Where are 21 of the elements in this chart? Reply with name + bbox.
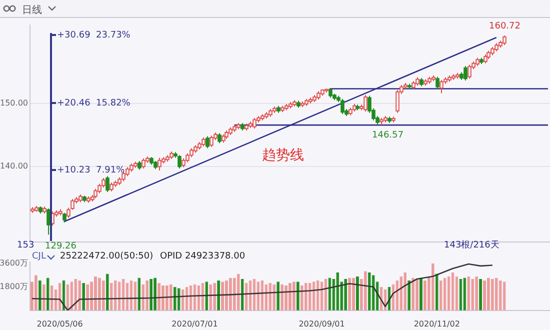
annotation: 146.57 xyxy=(372,130,404,140)
annotation: +10.23 7.91% xyxy=(57,165,126,176)
annotation: 153 xyxy=(17,240,34,250)
x-tick-label: 2020/07/01 xyxy=(172,319,218,328)
annotation: 129.26 xyxy=(45,241,77,252)
x-tick-label: 2020/09/01 xyxy=(298,319,345,328)
annotation: +30.69 23.73% xyxy=(57,30,131,40)
text: OPID 24923378.00 xyxy=(160,251,246,262)
y-tick-label: 140.00 xyxy=(0,162,28,171)
y-tick-label: 150.00 xyxy=(0,98,28,108)
annotation: 143根/216天 xyxy=(444,239,500,250)
x-tick-label: 2020/11/02 xyxy=(414,319,460,328)
annotation: 趋势线 xyxy=(262,148,304,164)
annotation: 160.72 xyxy=(489,21,520,32)
y-tick-label: 1800万 xyxy=(0,282,28,291)
x-tick-label: 2020/05/06 xyxy=(36,319,83,328)
text: 25222472.00(50:50) xyxy=(60,251,154,262)
annotation: +20.46 15.82% xyxy=(57,98,131,108)
text: CJL xyxy=(32,251,46,262)
y-tick-label: 3600万 xyxy=(0,258,28,268)
chart-title: 日线 xyxy=(22,4,42,17)
